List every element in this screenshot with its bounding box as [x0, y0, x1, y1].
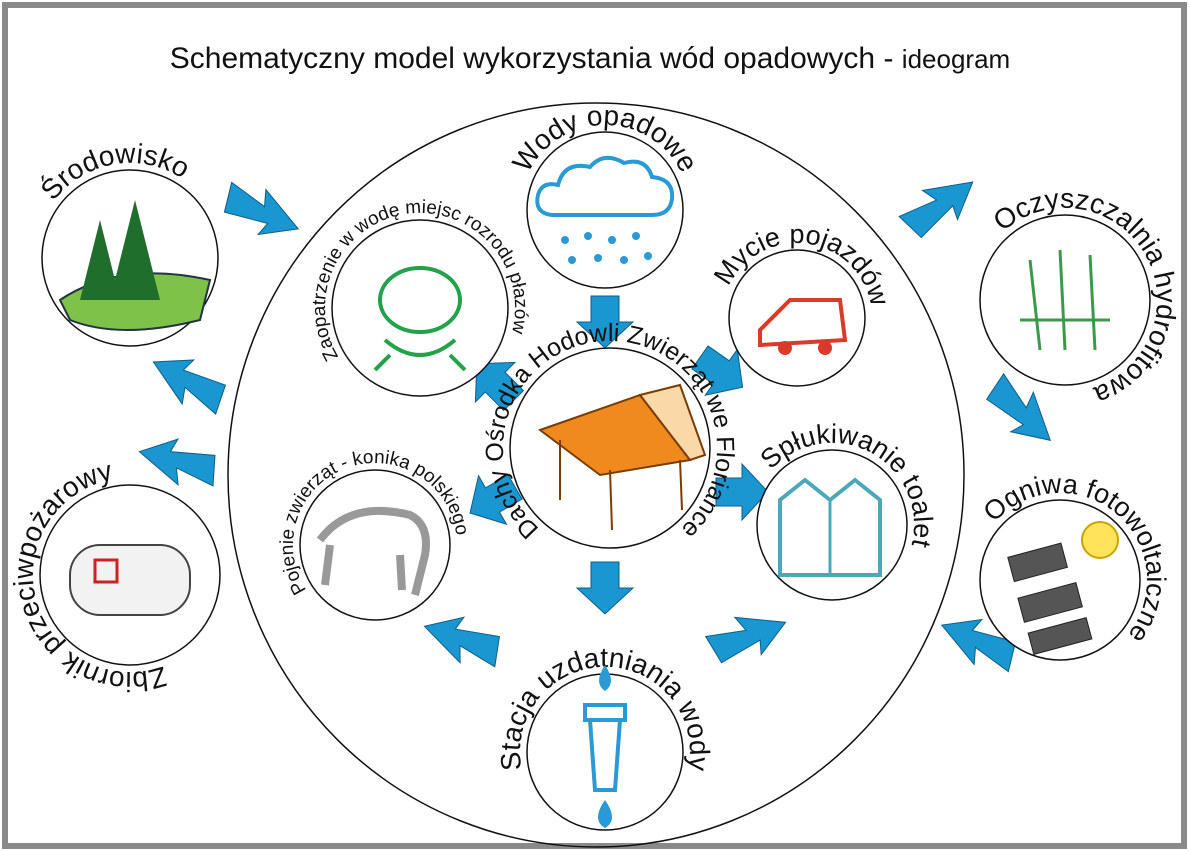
arrow [715, 462, 769, 522]
arrow [575, 295, 635, 349]
arrow [138, 438, 216, 487]
arrow [704, 616, 787, 664]
arrow [575, 561, 635, 615]
arrow [898, 181, 974, 239]
title: Schematyczny model wykorzystania wód opa… [170, 42, 1010, 75]
node-circle [299, 469, 451, 621]
arrow [469, 474, 523, 526]
icons [58, 155, 1119, 828]
arrow [223, 181, 300, 236]
title-sub: ideogram [902, 44, 1010, 74]
node-circle [331, 219, 509, 397]
title-main: Schematyczny model wykorzystania wód opa… [170, 42, 894, 75]
arrow [691, 345, 744, 396]
arrow [474, 361, 525, 412]
arrow [423, 616, 500, 668]
node-circle [979, 214, 1151, 386]
outer-ellipse [227, 102, 965, 848]
node-circle [728, 249, 866, 387]
arrow [152, 359, 227, 415]
arrow [985, 372, 1052, 441]
